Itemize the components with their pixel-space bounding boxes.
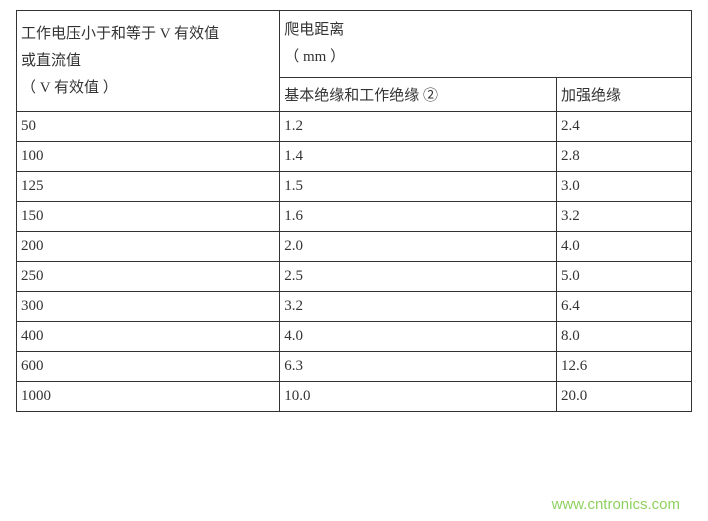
table-row: 125 1.5 3.0 (17, 172, 692, 202)
table-row: 200 2.0 4.0 (17, 232, 692, 262)
cell-basic: 6.3 (280, 352, 557, 382)
cell-voltage: 100 (17, 142, 280, 172)
cell-basic: 1.2 (280, 112, 557, 142)
cell-voltage: 1000 (17, 382, 280, 412)
header-reinforced-insulation: 加强绝缘 (557, 78, 692, 112)
cell-reinforced: 3.2 (557, 202, 692, 232)
table-row: 1000 10.0 20.0 (17, 382, 692, 412)
cell-basic: 1.5 (280, 172, 557, 202)
cell-reinforced: 20.0 (557, 382, 692, 412)
header-voltage: 工作电压小于和等于 V 有效值 或直流值 （ V 有效值 ） (17, 11, 280, 112)
cell-reinforced: 2.8 (557, 142, 692, 172)
header-creepage: 爬电距离 （ mm ） (280, 11, 692, 78)
cell-reinforced: 5.0 (557, 262, 692, 292)
cell-basic: 1.6 (280, 202, 557, 232)
table-row: 600 6.3 12.6 (17, 352, 692, 382)
header-basic-insulation: 基本绝缘和工作绝缘 ② (280, 78, 557, 112)
cell-basic: 10.0 (280, 382, 557, 412)
cell-basic: 1.4 (280, 142, 557, 172)
cell-voltage: 150 (17, 202, 280, 232)
table-row: 250 2.5 5.0 (17, 262, 692, 292)
cell-reinforced: 8.0 (557, 322, 692, 352)
cell-reinforced: 2.4 (557, 112, 692, 142)
cell-voltage: 200 (17, 232, 280, 262)
cell-voltage: 50 (17, 112, 280, 142)
cell-voltage: 400 (17, 322, 280, 352)
table-row: 400 4.0 8.0 (17, 322, 692, 352)
cell-voltage: 125 (17, 172, 280, 202)
cell-basic: 2.0 (280, 232, 557, 262)
header-voltage-line1: 工作电压小于和等于 V 有效值 (21, 26, 219, 42)
creepage-distance-table: 工作电压小于和等于 V 有效值 或直流值 （ V 有效值 ） 爬电距离 （ mm… (16, 10, 692, 412)
table-row: 50 1.2 2.4 (17, 112, 692, 142)
table-header-row-1: 工作电压小于和等于 V 有效值 或直流值 （ V 有效值 ） 爬电距离 （ mm… (17, 11, 692, 78)
cell-voltage: 600 (17, 352, 280, 382)
cell-voltage: 300 (17, 292, 280, 322)
table-container: 工作电压小于和等于 V 有效值 或直流值 （ V 有效值 ） 爬电距离 （ mm… (0, 0, 708, 422)
table-body: 工作电压小于和等于 V 有效值 或直流值 （ V 有效值 ） 爬电距离 （ mm… (17, 11, 692, 412)
table-row: 300 3.2 6.4 (17, 292, 692, 322)
header-voltage-line3: （ V 有效值 ） (21, 80, 118, 96)
header-voltage-line2: 或直流值 (21, 53, 81, 69)
header-creepage-line1: 爬电距离 (284, 22, 344, 38)
cell-basic: 2.5 (280, 262, 557, 292)
cell-reinforced: 3.0 (557, 172, 692, 202)
table-row: 100 1.4 2.8 (17, 142, 692, 172)
cell-voltage: 250 (17, 262, 280, 292)
header-creepage-line2: （ mm ） (284, 49, 345, 65)
watermark: www.cntronics.com (552, 496, 680, 513)
cell-reinforced: 6.4 (557, 292, 692, 322)
cell-basic: 3.2 (280, 292, 557, 322)
cell-basic: 4.0 (280, 322, 557, 352)
cell-reinforced: 12.6 (557, 352, 692, 382)
table-row: 150 1.6 3.2 (17, 202, 692, 232)
cell-reinforced: 4.0 (557, 232, 692, 262)
